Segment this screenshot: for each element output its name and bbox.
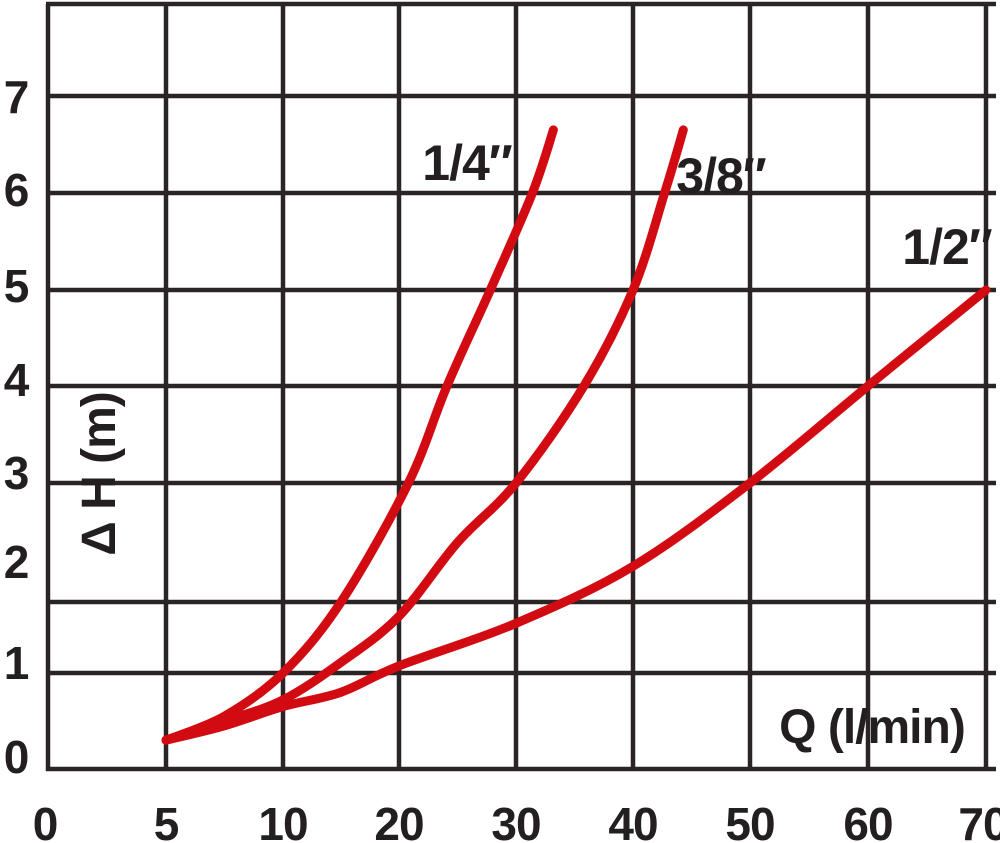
y-axis-title: Δ H (m) [73, 392, 126, 556]
curve-label-three-eighths-inch: 3/8″ [676, 148, 766, 204]
y-tick-label-4: 4 [3, 354, 30, 406]
x-tick-label-40: 40 [608, 798, 658, 843]
x-tick-label-0: 0 [32, 798, 59, 843]
x-tick-label-50: 50 [725, 798, 775, 843]
curve-label-half-inch: 1/2″ [902, 219, 992, 275]
curve-three-eighths-inch [161, 125, 688, 745]
x-tick-label-60: 60 [843, 798, 893, 843]
x-tick-label-10: 10 [258, 798, 308, 843]
curve-quarter-inch [161, 125, 558, 745]
y-tick-label-5: 5 [3, 260, 30, 312]
curve-half-inch [161, 285, 991, 745]
y-tick-label-2: 2 [3, 536, 30, 588]
x-tick-label-70: 70 [958, 798, 1000, 843]
y-tick-label-1: 1 [3, 637, 30, 689]
y-tick-label-0: 0 [3, 731, 30, 783]
x-axis-title: Q (l/min) [779, 701, 966, 754]
y-tick-label-7: 7 [3, 71, 30, 123]
y-tick-label-6: 6 [3, 164, 30, 216]
curve-label-quarter-inch: 1/4″ [422, 135, 512, 191]
x-tick-label-20: 20 [374, 798, 424, 843]
y-tick-label-3: 3 [3, 447, 30, 499]
x-tick-label-5: 5 [153, 798, 180, 843]
x-tick-label-30: 30 [491, 798, 541, 843]
